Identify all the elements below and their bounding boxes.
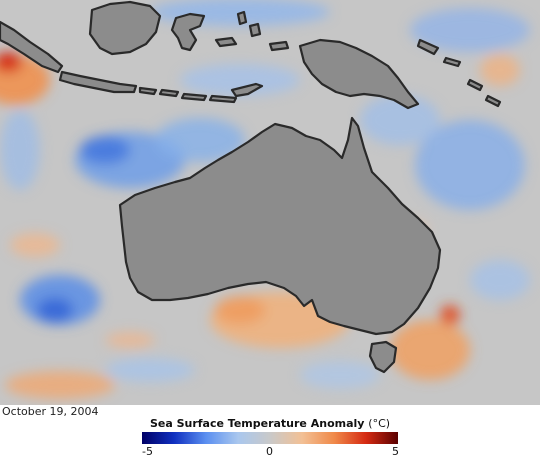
- maluku-islands: [214, 10, 290, 52]
- australia-landmass: [118, 116, 442, 336]
- legend-title-text: Sea Surface Temperature Anomaly: [149, 417, 365, 430]
- scale-mid-label: 0: [266, 445, 273, 458]
- color-scale-bar: [142, 432, 398, 444]
- legend-unit: (°C): [368, 417, 391, 430]
- tasmania-landmass: [368, 340, 398, 374]
- lesser-sunda-islands: [138, 86, 238, 104]
- new-guinea-landmass: [298, 38, 420, 110]
- borneo-landmass: [88, 0, 162, 56]
- java-landmass: [58, 70, 138, 94]
- map-date-label: October 19, 2004: [2, 405, 99, 418]
- timor-landmass: [230, 82, 264, 98]
- scale-min-label: -5: [142, 445, 153, 458]
- landmasses: [0, 0, 502, 374]
- sumatra-landmass: [0, 20, 64, 74]
- legend-title: Sea Surface Temperature Anomaly (°C): [0, 417, 540, 430]
- sulawesi-landmass: [170, 12, 206, 52]
- bismarck-islands: [416, 38, 502, 108]
- sea-surface-temperature-map: [0, 0, 540, 405]
- color-scale-gradient: [142, 432, 398, 444]
- scale-max-label: 5: [392, 445, 399, 458]
